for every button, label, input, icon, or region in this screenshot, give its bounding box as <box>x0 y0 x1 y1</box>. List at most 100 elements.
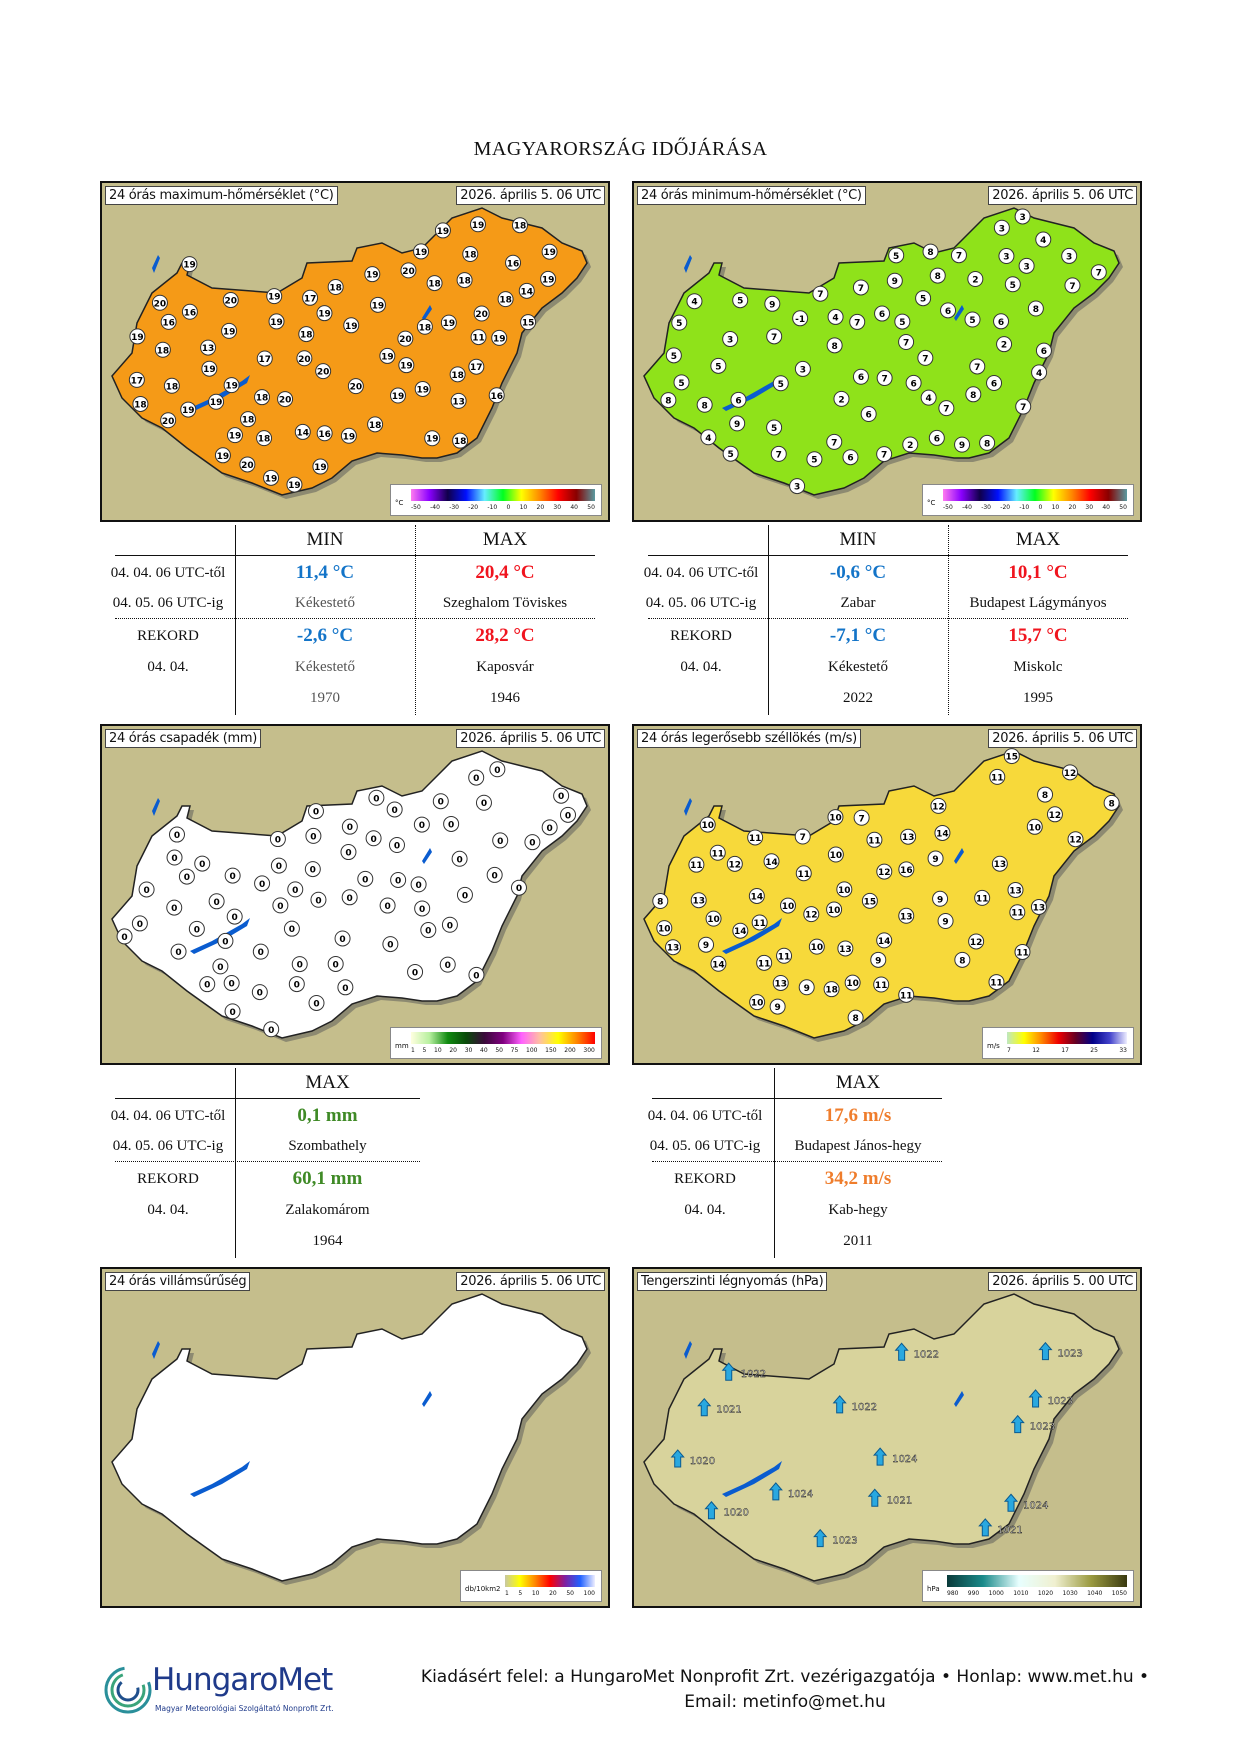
station-value: 13 <box>452 397 465 407</box>
station-marker: 5 <box>766 419 783 436</box>
station-marker: 6 <box>905 374 922 391</box>
legend-tick: -10 <box>487 504 498 511</box>
wind-arrow-icon <box>721 1362 736 1381</box>
station-marker: 10 <box>827 846 844 863</box>
station-marker: 12 <box>803 906 820 923</box>
station-value: 6 <box>1041 347 1047 357</box>
station-marker: 19 <box>266 288 283 305</box>
station-marker: 7 <box>938 400 955 417</box>
station-marker: 7 <box>917 349 934 366</box>
station-marker: 0 <box>252 943 269 960</box>
rekord-label: REKORD <box>137 1171 199 1187</box>
station-value: 18 <box>458 277 471 287</box>
station-value: 6 <box>910 379 916 389</box>
station-value: 11 <box>753 919 766 929</box>
station-value: 2 <box>907 441 913 451</box>
station-marker: 18 <box>823 981 840 998</box>
station-value: 18 <box>134 400 147 410</box>
legend-tick: 1 <box>505 1590 509 1597</box>
station-marker: 5 <box>772 375 789 392</box>
page-title: MAGYARORSZÁG IDŐJÁRÁSA <box>473 138 768 160</box>
station-marker: 19 <box>414 380 431 397</box>
max-place: Szombathely <box>288 1138 367 1154</box>
station-value: 5 <box>771 424 777 434</box>
station-value: 17 <box>470 363 483 373</box>
station-value: 12 <box>1049 811 1062 821</box>
color-legend: hPa 980 990 1000 1010 1020 1030 1040 1050 <box>922 1570 1134 1602</box>
station-marker: 19 <box>413 243 430 260</box>
legend-tick: 1030 <box>1062 1590 1078 1597</box>
station-value: 0 <box>419 821 425 831</box>
station-marker: 10 <box>1026 818 1043 835</box>
min-place: Zabar <box>840 595 876 611</box>
map-sea-level-pressure: 1021 1020 1023 1023 1022 1020 1024 1021 1022 1023… <box>632 1267 1142 1608</box>
station-marker: 5 <box>806 451 823 468</box>
legend-tick: 40 <box>1102 504 1110 511</box>
station-value: 14 <box>936 829 949 839</box>
station-marker: 1024 <box>1003 1493 1049 1512</box>
legend-color-bar <box>947 1575 1127 1587</box>
station-marker: 15 <box>861 892 878 909</box>
station-value: 0 <box>258 948 264 958</box>
lake-balaton <box>190 1461 250 1497</box>
station-marker: 3 <box>993 219 1010 236</box>
station-marker: 0 <box>251 984 268 1001</box>
station-value: 20 <box>162 417 175 427</box>
station-marker: 0 <box>254 875 271 892</box>
station-marker: 17 <box>302 289 319 306</box>
station-value: 14 <box>734 927 747 937</box>
header-max: MAX <box>835 1072 881 1093</box>
legend-tick: -50 <box>411 504 421 511</box>
station-marker: 3 <box>794 360 811 377</box>
station-marker: 0 <box>337 979 354 996</box>
station-marker: 0 <box>553 787 570 804</box>
lake-tisza <box>422 848 432 864</box>
legend-tick: 20 <box>536 504 545 511</box>
station-value: 9 <box>774 1003 780 1013</box>
station-value: 0 <box>268 1026 274 1036</box>
station-marker: 9 <box>937 912 954 929</box>
station-value: 13 <box>1009 886 1022 896</box>
lake-balaton <box>190 918 250 954</box>
legend-tick: 980 <box>947 1590 959 1597</box>
station-marker: 5 <box>722 445 739 462</box>
station-value: 19 <box>543 248 556 258</box>
rekord-label: REKORD <box>674 1171 736 1187</box>
station-value: 19 <box>268 293 281 303</box>
legend-tick: 1040 <box>1087 1590 1103 1597</box>
station-value: 0 <box>529 839 535 849</box>
station-marker: 18 <box>254 389 271 406</box>
station-value: 20 <box>317 368 330 378</box>
legend-tick: -20 <box>1000 504 1011 511</box>
station-marker: 7 <box>876 446 893 463</box>
station-value: 3 <box>800 365 806 375</box>
station-marker: 19 <box>214 447 231 464</box>
station-value: 5 <box>678 379 684 389</box>
station-value: 11 <box>798 870 811 880</box>
station-value: 0 <box>516 884 522 894</box>
rekord-date: 04. 04. <box>680 659 722 675</box>
station-marker: 0 <box>524 834 541 851</box>
station-marker: 7 <box>969 358 986 375</box>
map-date: 2026. április 5. 06 UTC <box>456 186 605 205</box>
station-value: 1020 <box>723 1508 748 1519</box>
station-value: 18 <box>464 250 477 260</box>
station-value: 4 <box>832 313 838 323</box>
station-marker: 19 <box>263 469 280 486</box>
wind-arrow-icon <box>670 1449 685 1468</box>
record-max-year: 1995 <box>1023 690 1053 706</box>
station-marker: 0 <box>357 870 374 887</box>
station-value: 8 <box>665 397 671 407</box>
station-value: 13 <box>774 979 787 989</box>
hungaromet-logo[interactable]: HungaroMet Magyar Meteorológiai Szolgált… <box>100 1660 370 1720</box>
station-marker: 3 <box>998 248 1015 265</box>
map-date: 2026. április 5. 06 UTC <box>456 729 605 748</box>
lake-ferto <box>152 1341 160 1359</box>
header-min: MIN <box>839 529 877 550</box>
station-value: 3 <box>1019 213 1025 223</box>
map-title: 24 órás legerősebb széllökés (m/s) <box>637 729 861 748</box>
station-value: 16 <box>507 259 520 269</box>
station-value: 0 <box>362 875 368 885</box>
hungary-outline <box>643 1293 1120 1582</box>
